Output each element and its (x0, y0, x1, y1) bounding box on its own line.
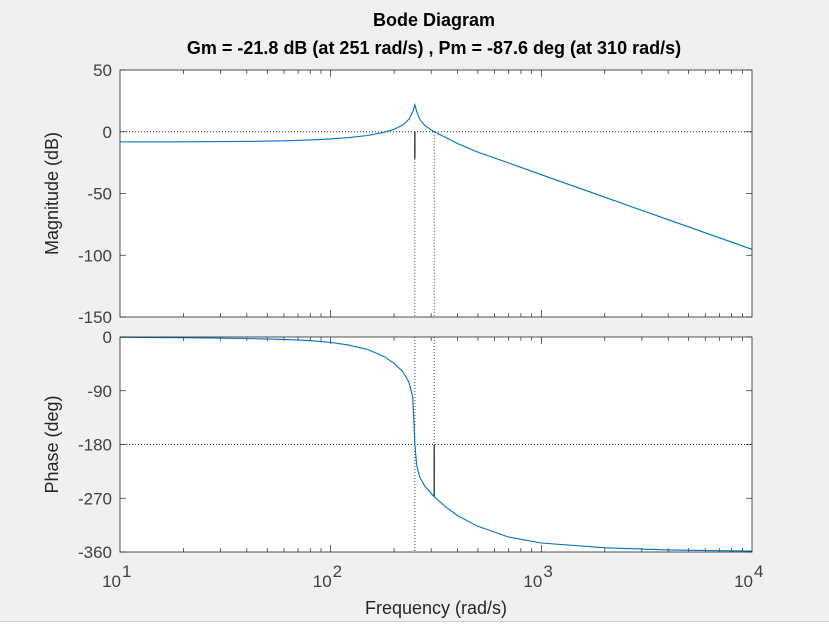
y-tick-label: -150 (78, 308, 112, 327)
y-tick-label: -180 (78, 436, 112, 455)
y-tick-label: -270 (78, 489, 112, 508)
chart-title: Bode Diagram (373, 10, 495, 30)
x-tick-exponent: 3 (543, 562, 552, 581)
x-tick-label: 10 (734, 572, 753, 591)
window-bottom-strip (0, 621, 829, 626)
magnitude-ylabel: Magnitude (dB) (42, 132, 62, 255)
x-tick-exponent: 2 (333, 562, 342, 581)
y-tick-label: -50 (87, 185, 112, 204)
phase-margin-markers (414, 337, 435, 552)
magnitude-margin-markers (414, 131, 435, 317)
y-tick-label: -100 (78, 246, 112, 265)
y-tick-label: 0 (103, 123, 112, 142)
y-tick-label: -90 (87, 382, 112, 401)
y-tick-label: 0 (103, 328, 112, 347)
magnitude-y-ticks: 50 0 -50 -100 -150 (78, 61, 752, 327)
magnitude-plot-area (120, 70, 752, 317)
x-axis-label: Frequency (rad/s) (365, 598, 507, 618)
x-tick-label: 10 (102, 572, 121, 591)
x-tick-exponent: 4 (754, 562, 763, 581)
phase-y-ticks: 0 -90 -180 -270 -360 (78, 328, 752, 562)
chart-subtitle: Gm = -21.8 dB (at 251 rad/s) , Pm = -87.… (187, 38, 681, 58)
y-tick-label: -360 (78, 543, 112, 562)
x-tick-label: 10 (313, 572, 332, 591)
x-tick-exponent: 1 (122, 562, 131, 581)
magnitude-minor-ticks (183, 70, 743, 317)
x-tick-label: 10 (523, 572, 542, 591)
y-tick-label: 50 (93, 61, 112, 80)
phase-ylabel: Phase (deg) (42, 395, 62, 493)
phase-curve (119, 336, 753, 552)
magnitude-curve (119, 102, 753, 250)
